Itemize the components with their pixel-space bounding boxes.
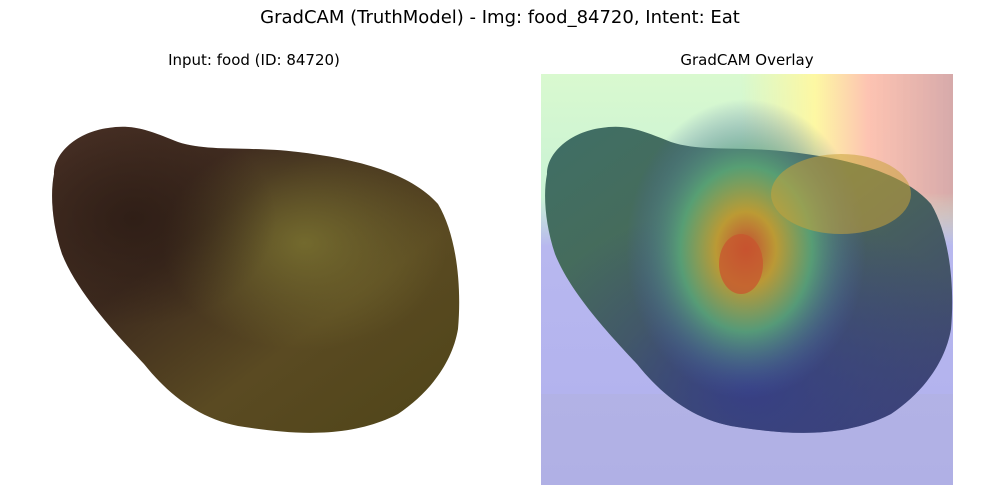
input-image-title: Input: food (ID: 84720) [168,51,340,69]
input-image [48,74,460,485]
figure-title: GradCAM (TruthModel) - Img: food_84720, … [260,7,740,28]
gradcam-overlay-graphic [541,74,953,485]
input-image-graphic [52,126,460,433]
overlay-image-title: GradCAM Overlay [680,51,814,69]
gradcam-overlay [541,74,953,485]
